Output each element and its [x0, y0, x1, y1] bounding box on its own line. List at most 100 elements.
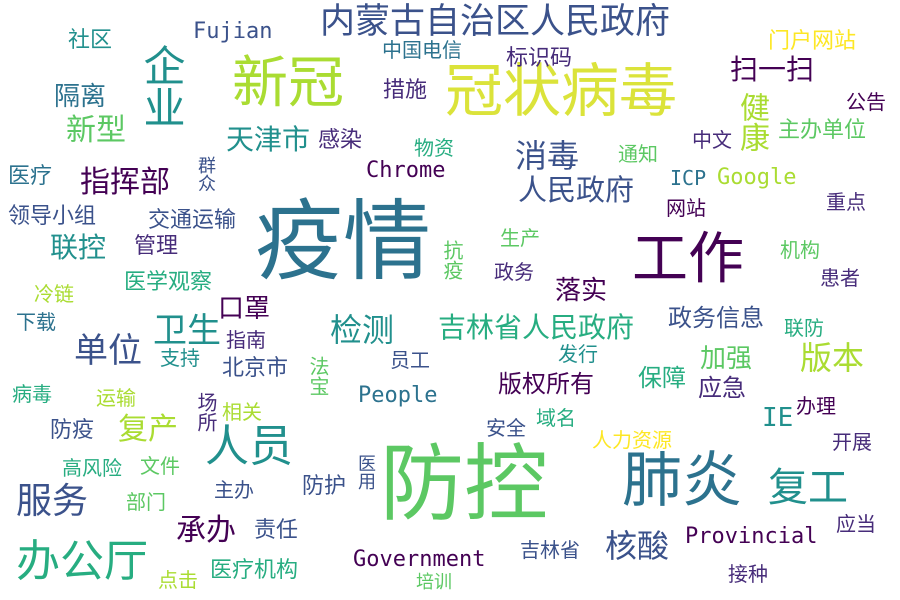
- word-lingdaoxiaozu: 领导小组: [8, 204, 97, 229]
- word-xiazai: 下载: [16, 310, 56, 334]
- word-wenjian: 文件: [140, 454, 180, 478]
- word-yiliaojigou: 医疗机构: [210, 558, 299, 583]
- word-fugong: 复工: [768, 465, 848, 511]
- word-liankong: 联控: [50, 231, 107, 264]
- word-tianjin: 天津市: [226, 123, 311, 156]
- word-zhengwu: 政务: [494, 260, 534, 284]
- word-zhichi: 支持: [160, 346, 200, 370]
- word-zhubandanwei: 主办单位: [778, 118, 867, 143]
- word-fangyi: 防疫: [50, 418, 95, 443]
- word-ie: IE: [762, 403, 794, 433]
- word-lengian: 冷链: [34, 282, 74, 306]
- word-yingji: 应急: [698, 374, 746, 402]
- word-chengban: 承办: [176, 513, 236, 548]
- word-menhu: 门户网站: [768, 29, 857, 54]
- word-weisheng: 卫生: [153, 311, 221, 351]
- word-danwei: 单位: [74, 331, 142, 371]
- word-jigou: 机构: [780, 238, 820, 262]
- word-xiaodu: 消毒: [515, 137, 580, 175]
- word-luoshi: 落实: [555, 276, 608, 306]
- word-geli: 隔离: [54, 82, 107, 112]
- word-fuwu: 服务: [16, 481, 89, 522]
- word-lianfang: 联防: [784, 316, 824, 340]
- word-yuming: 域名: [536, 406, 576, 430]
- word-icp: ICP: [670, 166, 707, 190]
- word-banben: 版本: [800, 339, 865, 377]
- word-fujian: Fujian: [193, 19, 273, 44]
- word-qunzhong: 群众: [195, 156, 216, 192]
- word-people: People: [358, 383, 438, 408]
- word-xinguan: 新冠: [232, 51, 344, 116]
- word-yingdang: 应当: [836, 512, 876, 536]
- word-fahang: 发行: [558, 342, 598, 366]
- word-google: Google: [717, 165, 797, 190]
- word-yixueguancha: 医学观察: [124, 270, 213, 295]
- word-fangkong: 防控: [380, 435, 549, 533]
- word-kangyi: 抗疫: [440, 240, 464, 280]
- word-bumen: 部门: [126, 490, 166, 514]
- word-neimenggu: 内蒙古自治区人民政府: [320, 2, 671, 42]
- word-wuzi: 物资: [414, 136, 454, 160]
- word-beijing: 北京市: [222, 356, 289, 381]
- word-zhuban: 主办: [214, 478, 254, 502]
- word-provincial: Provincial: [685, 524, 818, 549]
- word-zhongguodianxin: 中国电信: [382, 38, 462, 62]
- word-xiangguan: 相关: [222, 400, 262, 424]
- word-banli: 办理: [796, 394, 836, 418]
- word-cuoshi: 措施: [383, 78, 428, 103]
- word-chrome: Chrome: [366, 158, 446, 183]
- word-changsuo: 场所: [194, 392, 218, 432]
- word-dianji: 点击: [158, 568, 198, 592]
- word-yuangong: 员工: [390, 348, 430, 372]
- word-zhongwen: 中文: [692, 128, 732, 152]
- word-wangzhan: 网站: [666, 196, 706, 220]
- word-yiqing: 疫情: [255, 190, 432, 293]
- word-huanzhe: 患者: [820, 266, 860, 290]
- word-bangongting: 办公厅: [16, 536, 148, 587]
- word-zhihuibu: 指挥部: [80, 165, 170, 200]
- word-gonggao: 公告: [846, 90, 886, 114]
- word-renliziyuan: 人力资源: [592, 428, 672, 452]
- word-saoyisao: 扫一扫: [730, 53, 815, 86]
- word-xinxing: 新型: [66, 113, 126, 148]
- word-yunshu: 运输: [96, 386, 136, 410]
- word-yiyong: 医用: [355, 454, 376, 490]
- word-zeren: 责任: [254, 518, 299, 543]
- word-feiyan: 肺炎: [622, 446, 742, 516]
- word-jilinzhengfu: 吉林省人民政府: [438, 311, 635, 344]
- word-yiliao: 医疗: [8, 164, 53, 189]
- word-kouzhao: 口罩: [218, 294, 271, 324]
- word-jiezhong: 接种: [728, 562, 768, 586]
- word-fanghu: 防护: [302, 474, 347, 499]
- word-jiance: 检测: [330, 311, 395, 349]
- word-biaoshima: 标识码: [506, 46, 573, 71]
- word-jilinsheng: 吉林省: [520, 538, 580, 562]
- word-baozhang: 保障: [638, 364, 686, 392]
- word-jiankang: 健康: [734, 92, 769, 152]
- word-fabao: 法宝: [306, 356, 330, 396]
- word-qiye: 企业: [137, 44, 186, 128]
- word-renminzhengfu: 人民政府: [518, 173, 635, 207]
- word-tongzhi: 通知: [618, 142, 658, 166]
- word-renyuan: 人员: [205, 421, 293, 472]
- word-jiaotong: 交通运输: [148, 208, 237, 233]
- word-jiaqiang: 加强: [700, 344, 753, 374]
- word-fuchan: 复产: [118, 412, 178, 447]
- word-anquan: 安全: [486, 416, 526, 440]
- word-ganran: 感染: [318, 128, 363, 153]
- word-shequ: 社区: [68, 28, 113, 53]
- word-shengchan: 生产: [500, 226, 540, 250]
- word-bingdu: 病毒: [12, 382, 52, 406]
- word-kaizhan: 开展: [832, 430, 872, 454]
- word-guanzhuang: 冠状病毒: [445, 57, 678, 125]
- word-zhinan: 指南: [226, 328, 266, 352]
- word-government: Government: [353, 547, 486, 572]
- word-peixun: 培训: [416, 572, 452, 593]
- word-zhengwuxinxi: 政务信息: [668, 304, 764, 332]
- word-gongzuo: 工作: [632, 227, 744, 292]
- word-zhongdian: 重点: [826, 190, 866, 214]
- word-banquan: 版权所有: [498, 370, 594, 398]
- word-gaofengxian: 高风险: [62, 456, 122, 480]
- word-hesuan: 核酸: [605, 527, 670, 565]
